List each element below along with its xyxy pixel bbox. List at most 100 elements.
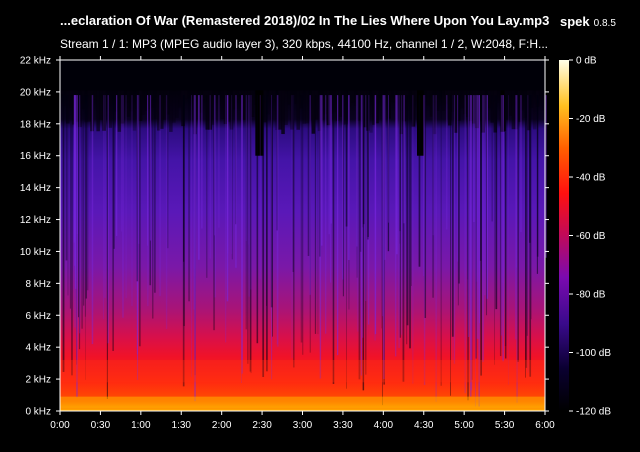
streak: [266, 95, 268, 306]
streak: [314, 95, 317, 334]
streak: [424, 95, 427, 318]
streak: [484, 95, 486, 296]
cutoff-strip: [129, 90, 134, 112]
streak: [383, 95, 386, 260]
streak: [423, 95, 425, 276]
y-tick-label: 20 kHz: [20, 87, 51, 98]
cutoff-strip: [232, 90, 237, 110]
x-tick-label: 0:30: [91, 420, 111, 431]
streak: [149, 95, 152, 241]
streak: [480, 95, 482, 376]
streak: [491, 95, 493, 222]
cutoff-strip: [363, 90, 367, 128]
cutoff-strip: [369, 90, 373, 133]
streak: [116, 95, 118, 236]
streak: [500, 95, 502, 336]
streak: [486, 95, 487, 316]
cutoff-strip: [529, 90, 534, 108]
cutoff-strip: [87, 90, 91, 122]
cutoff-strip: [123, 90, 128, 97]
streak: [520, 95, 522, 233]
streak: [209, 95, 211, 259]
cutoff-strip: [344, 90, 349, 125]
streak: [250, 95, 252, 374]
cutoff-strip: [441, 90, 446, 111]
cutoff-strip: [311, 90, 316, 134]
cutoff-strip: [469, 90, 473, 121]
streak: [467, 95, 469, 401]
streak: [147, 95, 148, 246]
cutoff-strip: [526, 90, 531, 131]
cutoff-strip: [305, 90, 310, 124]
cutoff-strip: [308, 90, 313, 103]
streak: [320, 95, 323, 246]
y-tick-label: 22 kHz: [20, 56, 51, 67]
streak: [276, 95, 278, 231]
streak: [256, 95, 259, 344]
streak: [71, 95, 73, 376]
streak: [245, 95, 248, 330]
cutoff-strip: [141, 90, 146, 115]
cutoff-strip: [72, 90, 76, 125]
cutoff-strip: [84, 90, 88, 123]
streak: [432, 95, 435, 236]
streak: [476, 95, 478, 358]
streak: [409, 95, 411, 349]
streak: [502, 95, 504, 283]
cutoff-strip: [496, 90, 501, 103]
streak: [330, 95, 332, 224]
streak: [470, 95, 473, 391]
cutoff-strip: [426, 90, 431, 106]
colorbar-tick-label: -20 dB: [576, 114, 606, 125]
streak: [479, 95, 482, 261]
streak: [103, 95, 104, 320]
streak: [467, 95, 470, 337]
streak: [79, 95, 81, 334]
cutoff-strip: [532, 90, 537, 130]
cutoff-strip: [184, 90, 188, 99]
streak: [525, 95, 526, 378]
streak: [190, 95, 192, 377]
streak: [69, 95, 71, 309]
cutoff-strip: [332, 90, 337, 113]
cutoff-strip: [326, 90, 331, 126]
colorbar-tick-label: -60 dB: [576, 231, 606, 242]
cutoff-strip: [475, 90, 479, 129]
streak: [479, 95, 480, 324]
streak: [357, 95, 359, 332]
streak: [62, 95, 65, 372]
streak: [358, 95, 361, 380]
streak: [399, 95, 401, 338]
streak: [131, 95, 133, 307]
streak: [266, 95, 268, 372]
streak: [365, 95, 367, 302]
cutoff-strip: [144, 90, 149, 111]
cutoff-strip: [187, 90, 191, 98]
cutoff-strip: [375, 90, 379, 124]
x-tick-label: 0:00: [50, 420, 70, 431]
streak: [406, 95, 409, 326]
x-tick-label: 3:30: [333, 420, 353, 431]
streak: [272, 95, 273, 337]
cutoff-strip: [454, 90, 458, 133]
cutoff-strip: [460, 90, 464, 109]
streak: [86, 95, 89, 291]
streak: [307, 95, 310, 256]
streak: [328, 95, 330, 235]
app-label: spek 0.8.5: [560, 13, 616, 31]
streak: [474, 95, 476, 407]
colorbar-tick-label: -40 dB: [576, 173, 606, 184]
cutoff-strip: [317, 90, 322, 132]
streak: [360, 95, 363, 376]
cutoff-strip: [175, 90, 179, 118]
cutoff-strip: [408, 90, 413, 97]
x-tick-label: 4:30: [414, 420, 434, 431]
x-tick-label: 5:30: [495, 420, 515, 431]
streak: [200, 95, 203, 229]
streak: [457, 95, 459, 306]
cutoff-strip: [99, 90, 103, 121]
x-tick-label: 2:00: [212, 420, 232, 431]
streak: [214, 95, 216, 298]
spectral-gap: [500, 90, 505, 132]
cutoff-strip: [263, 90, 267, 123]
